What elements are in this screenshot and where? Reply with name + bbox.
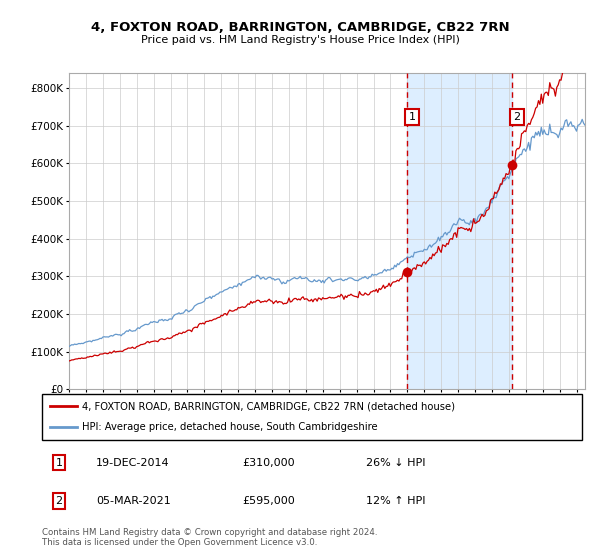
Text: 12% ↑ HPI: 12% ↑ HPI (366, 496, 425, 506)
Text: £595,000: £595,000 (242, 496, 295, 506)
Text: 1: 1 (56, 458, 62, 468)
Text: 1: 1 (409, 112, 415, 122)
Text: 26% ↓ HPI: 26% ↓ HPI (366, 458, 425, 468)
Text: 05-MAR-2021: 05-MAR-2021 (96, 496, 171, 506)
Text: 19-DEC-2014: 19-DEC-2014 (96, 458, 170, 468)
Bar (407, 73, 512, 389)
Text: 4, FOXTON ROAD, BARRINGTON, CAMBRIDGE, CB22 7RN (detached house): 4, FOXTON ROAD, BARRINGTON, CAMBRIDGE, C… (83, 401, 455, 411)
Text: 2: 2 (56, 496, 62, 506)
Text: 2: 2 (514, 112, 521, 122)
Text: HPI: Average price, detached house, South Cambridgeshire: HPI: Average price, detached house, Sout… (83, 422, 378, 432)
Text: 4, FOXTON ROAD, BARRINGTON, CAMBRIDGE, CB22 7RN: 4, FOXTON ROAD, BARRINGTON, CAMBRIDGE, C… (91, 21, 509, 34)
Text: £310,000: £310,000 (242, 458, 295, 468)
Text: Price paid vs. HM Land Registry's House Price Index (HPI): Price paid vs. HM Land Registry's House … (140, 35, 460, 45)
Text: Contains HM Land Registry data © Crown copyright and database right 2024.
This d: Contains HM Land Registry data © Crown c… (42, 528, 377, 547)
